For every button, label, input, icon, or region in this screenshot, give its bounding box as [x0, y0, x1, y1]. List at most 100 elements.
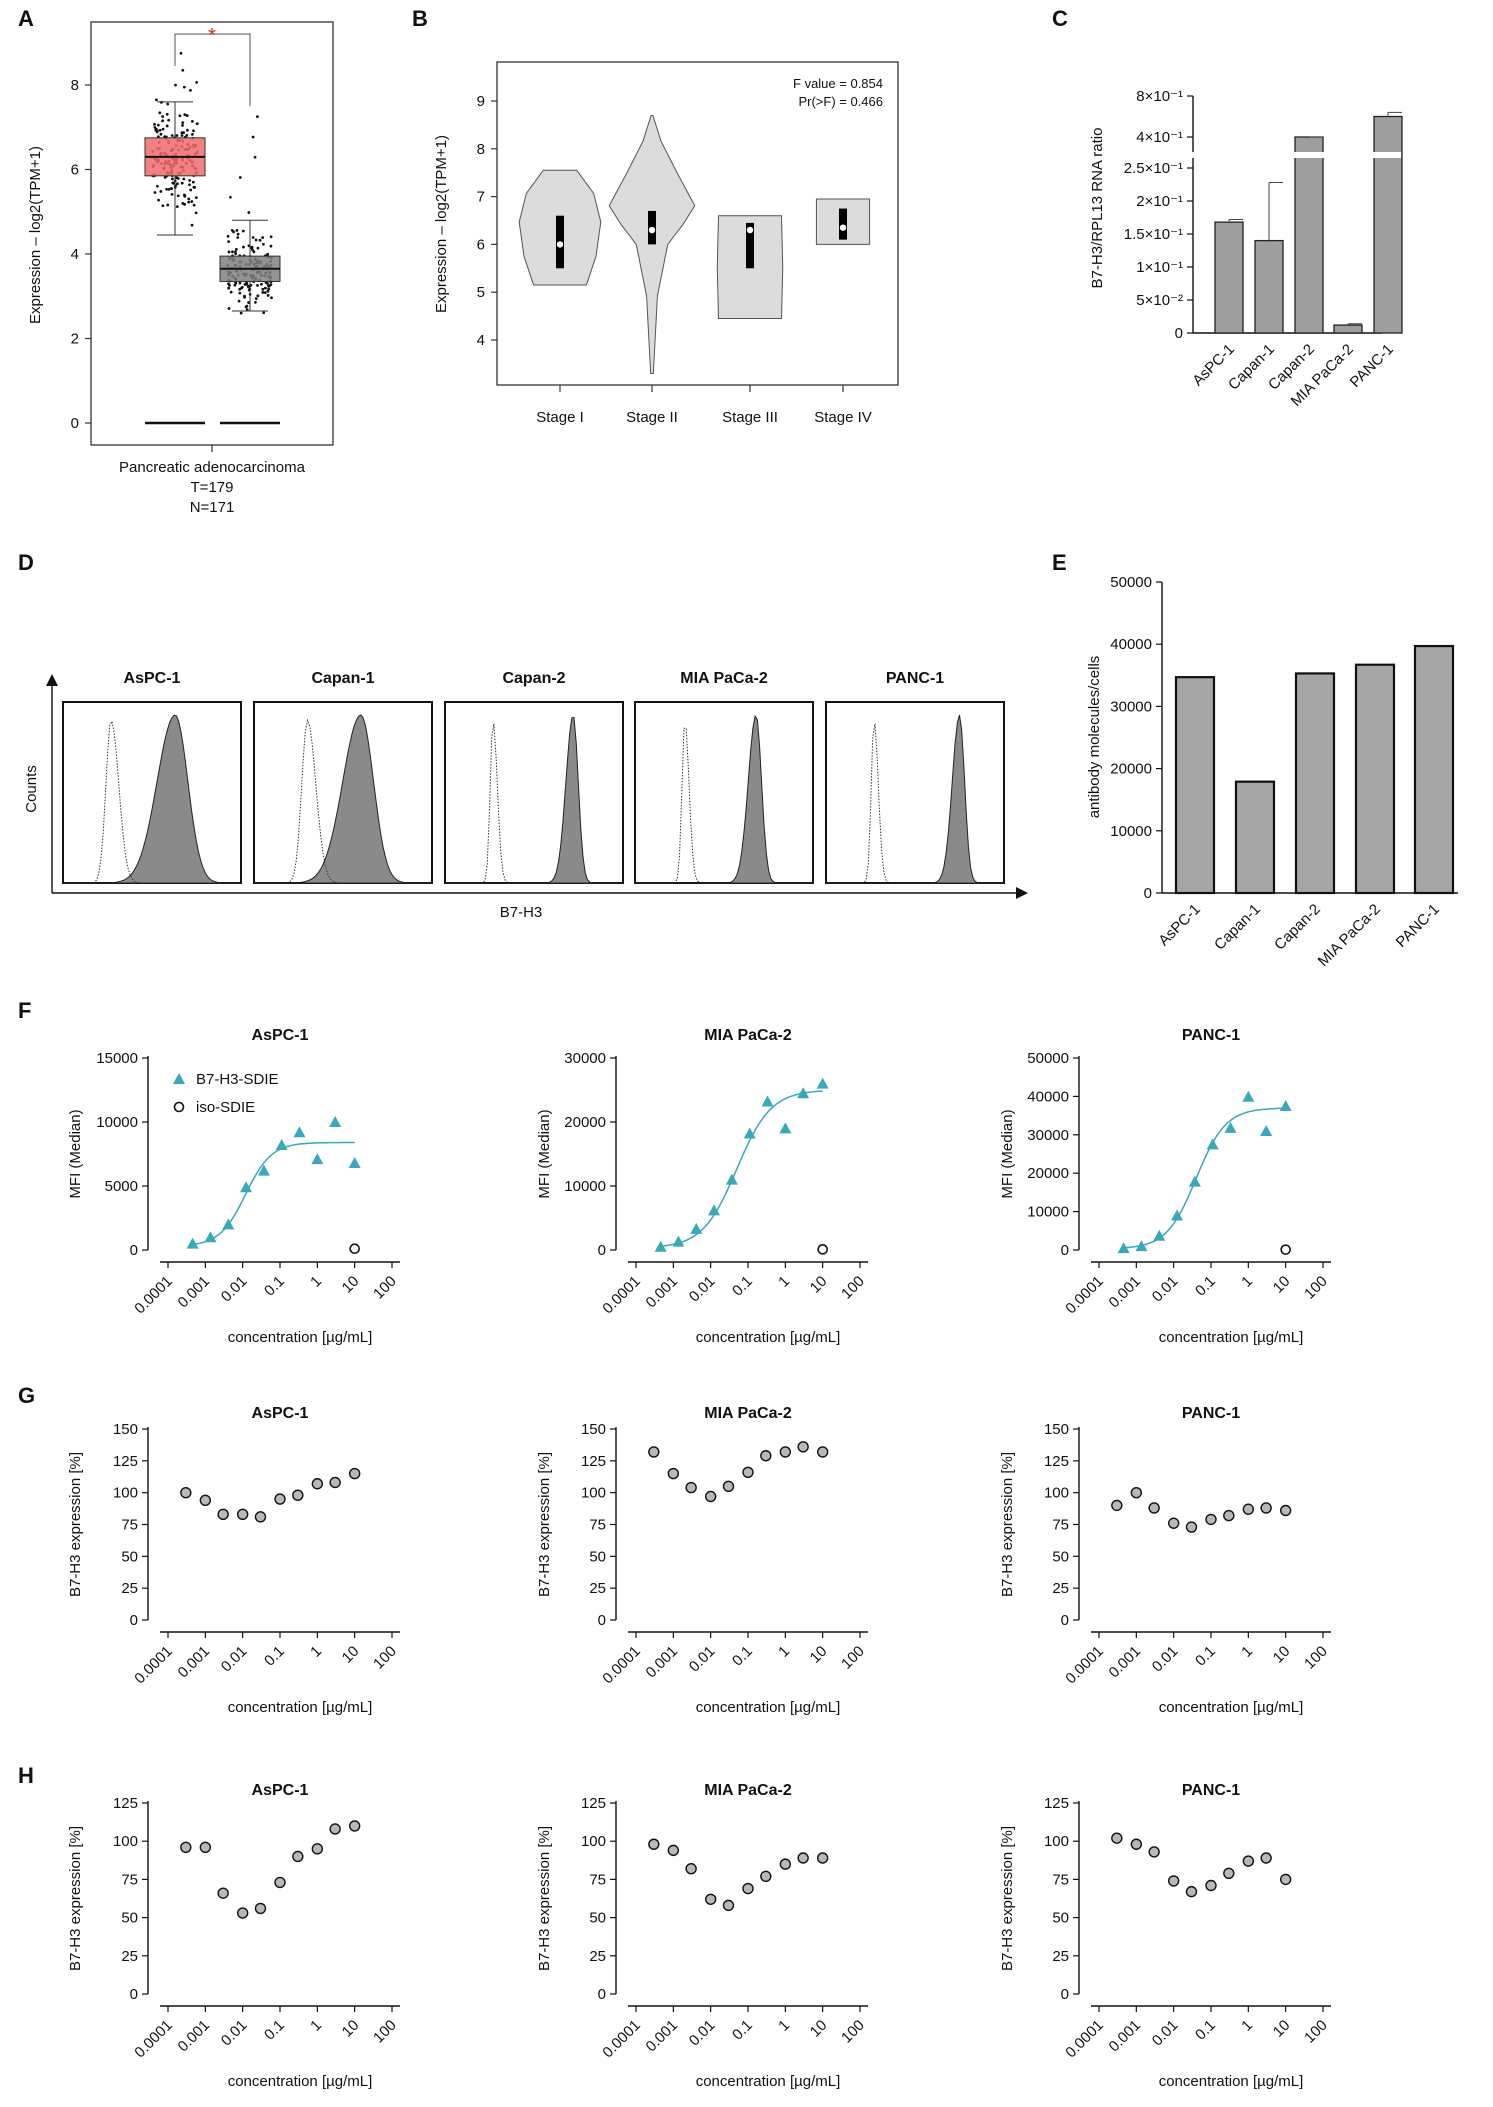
data-point: [175, 205, 179, 209]
bar: [1413, 644, 1455, 895]
data-point-triangle: [708, 1204, 721, 1216]
panel-letter-g: G: [18, 1383, 35, 1408]
violin-median: [746, 226, 754, 234]
data-point: [236, 232, 240, 236]
y-tick-label: 0: [71, 415, 79, 432]
y-tick-label: 75: [121, 1517, 138, 1534]
bar: [1373, 115, 1403, 334]
x-tick-label: PANC-1: [1347, 341, 1397, 391]
x-tick-label: 10: [807, 2017, 831, 2041]
y-axis-label: antibody molecules/cells: [1086, 656, 1103, 819]
x-tick-label: 1: [775, 1273, 793, 1291]
data-point: [229, 195, 232, 199]
data-point: [191, 132, 194, 136]
x-tick-label: 0.01: [1149, 2017, 1182, 2050]
y-tick-label: 7: [477, 189, 485, 206]
y-tick-label: 2×10⁻¹: [1136, 193, 1183, 210]
data-point: [235, 229, 239, 232]
data-point: [816, 1852, 829, 1864]
data-point: [156, 123, 160, 127]
x-tick-label: 0.001: [643, 2017, 682, 2056]
bar: [1294, 136, 1324, 334]
x-tick-label: 0.1: [261, 1273, 288, 1300]
data-point: [180, 1486, 192, 1499]
data-point: [311, 1843, 324, 1855]
data-point: [183, 113, 187, 117]
data-point-triangle: [1153, 1229, 1166, 1241]
x-axis-label: concentration [µg/mL]: [1159, 1699, 1304, 1716]
data-point-triangle: [761, 1095, 774, 1107]
x-tick-label: 0.01: [686, 1273, 719, 1306]
data-point: [254, 238, 258, 242]
y-tick-label: 0: [1061, 1242, 1069, 1259]
data-point: [261, 236, 265, 239]
data-point: [176, 194, 180, 198]
x-axis-label: concentration [µg/mL]: [1159, 1329, 1304, 1346]
normal-count: N=171: [190, 499, 235, 516]
data-point: [760, 1870, 772, 1883]
data-point: [186, 128, 189, 132]
histogram-title: MIA PaCa-2: [680, 670, 768, 687]
data-point-triangle: [240, 1181, 253, 1193]
histogram-frame: [825, 701, 1005, 884]
x-tick-label: 0.01: [218, 1643, 251, 1676]
x-tick-label: 1: [775, 2017, 793, 2035]
data-point: [236, 236, 240, 239]
iso-point: [1280, 1244, 1291, 1255]
y-tick-label: 25: [1052, 1948, 1069, 1965]
x-tick-label: 0.1: [729, 2017, 756, 2044]
data-point: [180, 131, 184, 135]
f-value: F value = 0.854: [793, 76, 883, 91]
data-point: [153, 126, 157, 129]
panel-e: 0 10000 20000 30000 40000 50000 antibody molec…: [1086, 574, 1458, 970]
data-point: [230, 228, 234, 232]
x-tick-label: 100: [1301, 1643, 1331, 1673]
x-axis-label: concentration [µg/mL]: [1159, 2073, 1304, 2090]
panel-letter-b: B: [412, 6, 428, 31]
y-tick-label: 4×10⁻¹: [1136, 129, 1183, 146]
x-axis-label: Pancreatic adenocarcinoma: [119, 459, 306, 476]
x-tick-label: 10: [807, 1273, 831, 1297]
x-axis-label: concentration [µg/mL]: [228, 1329, 373, 1346]
panel-b: 4 5 6 7 8 9 Expression – log2(TPM+1) Stage I Sta…: [433, 61, 899, 426]
x-tick-label: PANC-1: [1393, 901, 1443, 951]
data-point: [194, 211, 198, 215]
data-point: [1205, 1879, 1217, 1892]
histogram-isotype: [445, 723, 623, 884]
y-tick-label: 100: [581, 1485, 606, 1502]
x-tick-label: 0.001: [643, 1273, 682, 1312]
data-point-triangle: [672, 1235, 685, 1247]
data-point: [195, 80, 199, 84]
data-point-triangle: [257, 1164, 270, 1176]
histogram-isotype: [826, 723, 1004, 884]
y-axis-label: Counts: [23, 765, 40, 813]
x-tick-label: 1: [307, 2017, 325, 2035]
y-tick-label: 5000: [105, 1178, 138, 1195]
data-point: [227, 286, 231, 290]
data-point: [797, 1441, 809, 1453]
data-point-triangle: [222, 1218, 235, 1230]
data-point-triangle: [690, 1222, 703, 1234]
histogram-title: Capan-1: [311, 670, 374, 687]
data-point-triangle: [1135, 1240, 1148, 1252]
x-tick-label: 10: [1270, 1273, 1294, 1297]
data-point: [274, 1493, 286, 1505]
data-point-triangle: [1260, 1124, 1273, 1136]
x-tick-label: 1: [1238, 2017, 1256, 2035]
data-point: [704, 1490, 717, 1503]
y-tick-label: 20000: [1027, 1165, 1069, 1182]
x-tick-label: Stage IV: [814, 409, 872, 426]
data-point: [187, 200, 191, 204]
y-tick-label: 100: [113, 1833, 138, 1850]
y-tick-label: 0: [1175, 325, 1183, 342]
data-point: [166, 203, 170, 207]
data-point: [178, 114, 182, 118]
histogram-stained: [635, 714, 813, 884]
data-point-triangle: [1279, 1100, 1292, 1111]
data-point: [704, 1893, 717, 1905]
data-point: [263, 291, 267, 295]
